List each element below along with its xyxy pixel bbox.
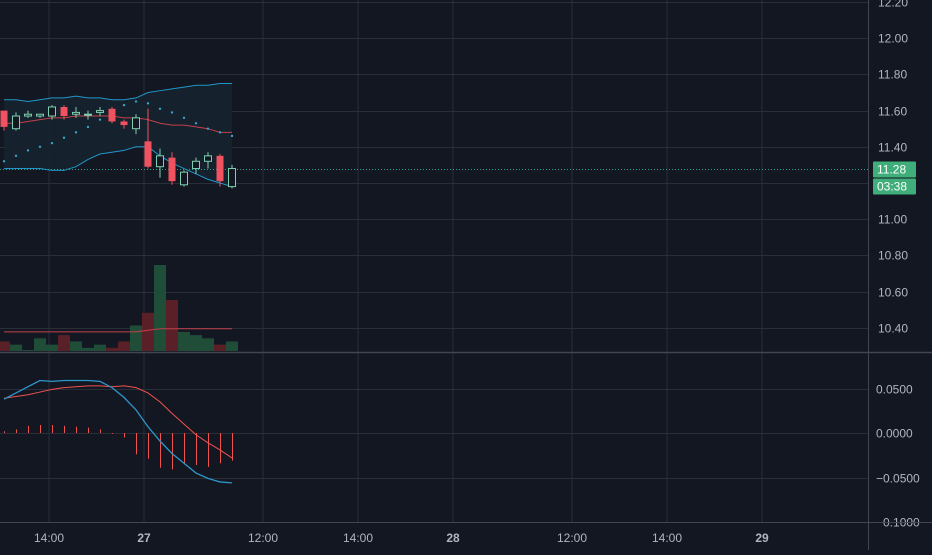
countdown-label: 03:38 [877,180,907,194]
candle-body [228,168,236,188]
volume-bar [166,300,178,351]
volume-bar [178,331,190,351]
sar-dot [26,149,30,152]
volume-bar [190,335,202,351]
bollinger-lower-line [4,146,233,188]
sar-dot [146,102,150,105]
candle-body [60,106,68,117]
time-axis-tick-label: 14:00 [34,531,64,545]
sar-dot [230,134,234,138]
sar-dot [194,122,198,125]
candle-body [108,108,116,122]
last-price-label: 11.28 [877,163,906,177]
sar-dot [50,141,54,145]
volume-bar [130,325,142,351]
price-axis-tick-label: 10.80 [878,249,908,263]
sar-dot [98,118,102,121]
sar-dot [134,100,138,103]
candle-body [0,110,8,127]
volume-bar [10,344,22,351]
volume-bar [94,344,106,351]
volume-ma-line [4,328,232,333]
candle-body [156,155,164,168]
price-axis-tick-label: 12.20 [878,0,908,10]
sar-dot [62,136,66,139]
sar-dot [74,131,78,134]
candle-body [24,113,32,117]
time-axis-tick-label: 12:00 [557,531,587,545]
sar-dot [170,111,174,114]
candle-body [180,171,188,186]
volume-bar [226,341,238,351]
price-axis-tick-label: 11.00 [878,213,907,227]
macd-axis-tick-label: −0.0500 [876,472,920,486]
volume-bar [106,347,118,351]
candle-body [84,113,92,116]
volume-bar [142,312,154,351]
candle-body [36,113,44,117]
sar-dot [2,160,6,163]
sar-dot [14,154,18,158]
candle-body [192,160,200,170]
volume-bar [34,338,46,351]
price-axis-tick-label: 12.00 [878,32,908,46]
countdown-badge [873,178,916,195]
price-axis-tick-label: 10.40 [878,322,908,336]
volume-bar [118,341,130,351]
price-axis-tick-label: 10.60 [878,286,908,300]
time-axis-tick-label: 28 [446,531,460,545]
sar-dot [122,103,126,107]
volume-bar [82,347,94,351]
volume-bar [70,341,82,351]
volume-bar [22,350,34,351]
time-axis-tick-label: 27 [137,531,151,545]
sar-dot [218,131,222,134]
macd-line [3,379,233,484]
volume-bar [214,344,226,351]
volume-bar [58,335,70,351]
time-axis-tick-label: 14:00 [343,531,373,545]
sar-dot [182,116,186,120]
candle-body [144,141,152,167]
bollinger-basis-line [4,115,232,133]
time-axis-tick-label: 14:00 [652,531,682,545]
price-axis-tick-label: 11.80 [878,68,907,82]
time-axis-tick-label: 29 [755,531,769,545]
bollinger-upper-line [4,82,232,103]
sar-dot [206,127,210,130]
volume-bar [46,344,58,351]
candle-body [96,110,104,113]
macd-axis-tick-label: 0.0500 [876,383,913,397]
last-price-badge [873,161,916,178]
sar-dot [38,145,42,148]
candle-body [168,157,176,182]
price-axis-tick-label: 11.40 [878,141,907,155]
sar-dot [86,125,90,129]
candle-body [48,106,56,117]
candle-body [216,155,224,182]
candle-body [12,115,20,130]
candle-body [72,111,80,115]
macd-signal-line [3,385,233,459]
candle-body [204,155,212,162]
sar-dot [158,107,162,110]
macd-axis-tick-label: 0.0000 [876,427,913,441]
price-axis-tick-label: 11.60 [878,105,907,119]
candle-body [120,121,128,126]
volume-bar [202,338,214,351]
candle-body [132,117,140,130]
volume-bar [0,341,10,351]
volume-bar [154,265,166,351]
time-axis-tick-label: 12:00 [248,531,278,545]
